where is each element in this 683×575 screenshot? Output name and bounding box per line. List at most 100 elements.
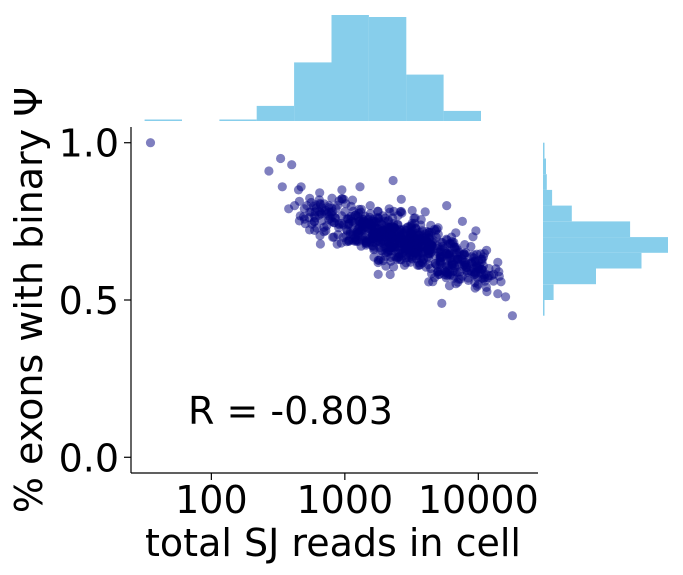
scatter-point [420,207,430,217]
scatter-point [393,211,403,221]
y-axis-label: % exons with binary Ψ [7,87,51,513]
scatter-point [393,219,403,230]
scatter-point [481,282,491,292]
right-histogram-bar [543,300,545,316]
scatter-point [327,193,337,203]
scatter-point [343,219,353,230]
scatter-point [437,298,447,308]
scatter-point [484,263,494,274]
scatter-point [277,182,287,192]
scatter-point [300,219,310,229]
scatter-point [471,226,481,236]
top-histogram-bar [443,110,481,121]
scatter-point [493,289,503,299]
scatter-point [426,263,436,274]
scatter-point [494,267,504,277]
scatter-point [264,166,274,176]
scatter-point [341,199,351,209]
right-histogram [543,142,668,316]
right-histogram-bar [543,237,668,253]
scatter-point [440,270,450,280]
scatter-point [468,263,479,274]
scatter-point [361,238,371,248]
scatter-point [385,269,395,280]
x-tick-label: 10000 [418,478,539,522]
scatter-point [396,194,406,204]
scatter-point [348,235,358,245]
right-histogram-bar [543,268,596,285]
scatter-point [369,245,379,255]
scatter-point [381,261,391,271]
right-histogram-bar [543,158,546,175]
scatter-point [423,245,433,255]
scatter-point [330,213,340,223]
scatter-point [306,197,316,208]
top-histogram-bar [331,15,369,121]
x-axis-label: total SJ reads in cell [145,521,521,565]
scatter-point [402,223,412,233]
scatter-point [350,210,360,220]
correlation-annotation: R = -0.803 [188,389,393,433]
scatter-point [299,212,309,222]
scatter-point [380,216,390,226]
right-histogram-bar [543,174,547,190]
scatter-point [431,251,441,261]
scatter-point [312,223,322,233]
scatter-point [290,201,300,211]
scatter-point [444,251,454,261]
scatter-point [407,205,417,216]
top-histogram-bar [144,119,182,121]
scatter-point [334,223,344,233]
scatter-points [145,138,517,321]
scatter-point [389,262,399,272]
scatter-point [409,213,419,223]
scatter-point [324,201,334,211]
scatter-point [363,219,373,230]
scatter-point [340,207,350,217]
ticks: 100 1000 10000 0.0 0.5 1.0 [59,122,539,522]
scatter-point [453,277,463,287]
scatter-point [426,220,436,230]
scatter-point [453,245,463,255]
scatter-point [403,245,414,255]
right-histogram-bar [543,189,553,206]
right-histogram-bar [543,142,545,159]
scatter-point [493,257,503,267]
scatter-point [446,232,457,242]
scatter-point [432,267,442,277]
top-histogram-bar [294,62,332,121]
right-histogram-bar [543,205,572,222]
scatter-point [384,204,394,214]
scatter-point [365,201,375,211]
scatter-point [449,260,459,270]
scatter-point [468,253,479,263]
scatter-point [435,257,445,267]
top-histogram-bar [368,17,407,121]
y-tick-label: 1.0 [59,122,119,166]
scatter-point [373,269,383,279]
scatter-point [145,138,156,148]
scatter-point [479,270,489,280]
scatter-point [388,175,398,186]
scatter-point [337,185,347,195]
scatter-point [355,182,365,192]
scatter-point [455,267,465,277]
scatter-point [448,271,458,281]
top-histogram-bar [219,119,257,121]
scatter-point [405,257,415,267]
scatter-point [416,241,426,252]
scatter-point [315,188,325,198]
top-histogram-bar [406,74,444,121]
top-histogram [144,15,481,121]
right-histogram-bar [543,252,642,269]
scatter-point [296,182,306,192]
scatter-point [329,232,339,242]
scatter-point [438,241,448,252]
scatter-point [442,201,452,211]
scatter-point [466,241,476,252]
top-histogram-bar [256,105,295,121]
scatter-point [463,273,473,283]
scatter-point [488,276,499,286]
scatter-point [287,160,297,170]
